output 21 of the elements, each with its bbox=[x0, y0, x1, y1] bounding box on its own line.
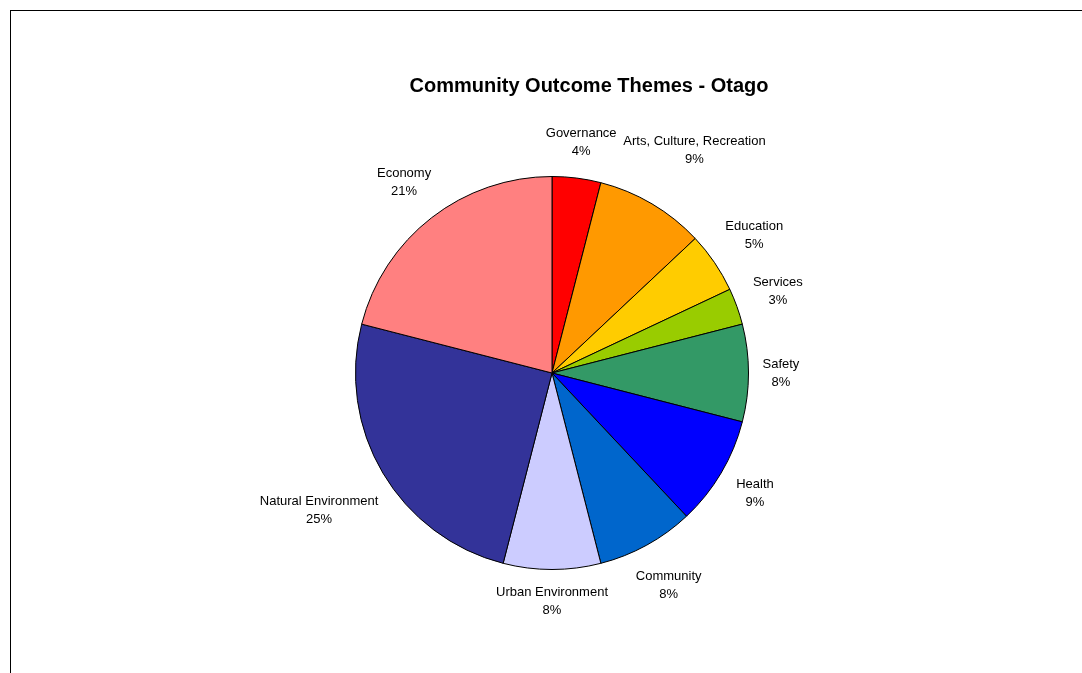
data-label: 5% bbox=[744, 236, 765, 252]
data-label: 21% bbox=[391, 182, 418, 198]
data-label: 4% bbox=[571, 142, 592, 158]
slice-label: Education bbox=[725, 218, 784, 234]
data-label: 8% bbox=[771, 373, 791, 389]
data-label: 25% bbox=[306, 511, 333, 527]
data-label: 9% bbox=[685, 150, 705, 166]
data-label: 3% bbox=[768, 292, 788, 308]
slice-label: Safety bbox=[762, 355, 800, 371]
slice-label: Services bbox=[752, 274, 804, 290]
data-label: 8% bbox=[542, 602, 562, 618]
chart-title: Community Outcome Themes - Otago bbox=[409, 73, 769, 96]
slice-label: Community bbox=[635, 567, 702, 583]
slice-label: Natural Environment bbox=[259, 493, 379, 509]
slice-label: Arts, Culture, Recreation bbox=[623, 132, 766, 148]
slice-label: Governance bbox=[545, 124, 617, 140]
slice-label: Health bbox=[736, 475, 774, 491]
slice-label: Urban Environment bbox=[496, 584, 609, 600]
data-label: 8% bbox=[659, 585, 679, 601]
slice-label: Economy bbox=[376, 164, 432, 180]
data-label: 9% bbox=[745, 493, 765, 509]
